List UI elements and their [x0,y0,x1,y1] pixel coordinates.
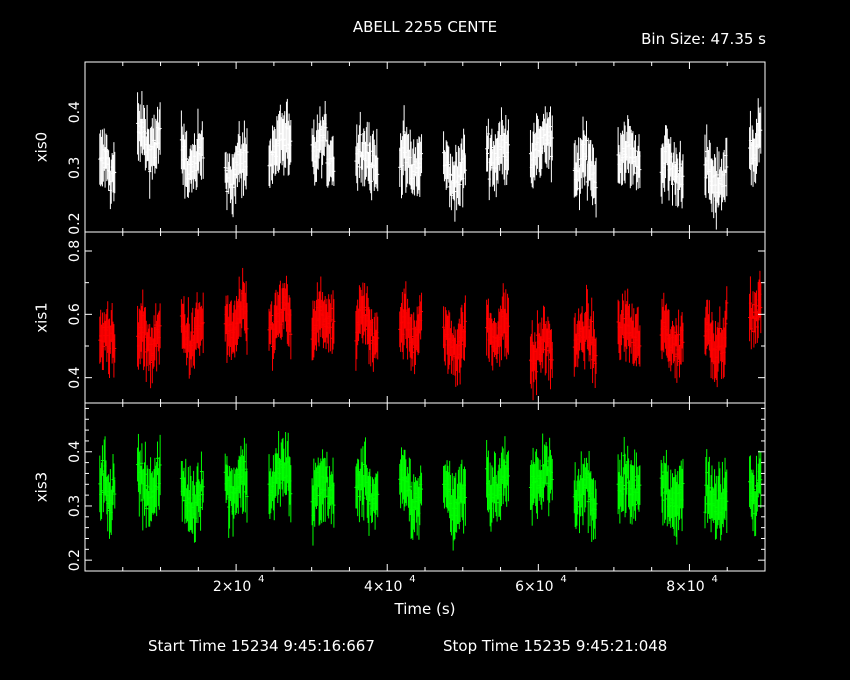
y-tick-label: 0.2 [67,549,83,571]
panel-label-xis3: xis3 [33,472,51,502]
x-tick-exponent: 4 [409,574,415,585]
y-tick-label: 0.4 [67,441,83,463]
x-tick-label: 4×10 [364,579,402,595]
series-xis1 [98,267,763,401]
y-tick-label: 0.3 [67,495,83,517]
chart-title: ABELL 2255 CENTE [352,18,498,36]
x-tick-label: 2×10 [213,579,251,595]
x-tick-label: 6×10 [515,579,553,595]
x-axis-label: Time (s) [394,600,456,618]
panel-label-xis0: xis0 [33,132,51,162]
series-xis3 [98,431,763,551]
bin-size-label: Bin Size: 47.35 s [641,30,766,48]
panel-label-xis1: xis1 [33,302,51,332]
y-tick-label: 0.8 [67,240,83,262]
y-tick-label: 0.6 [67,303,83,325]
y-tick-label: 0.3 [67,157,83,179]
start-time-label: Start Time 15234 9:45:16:667 [148,637,375,655]
x-tick-exponent: 4 [258,574,264,585]
y-tick-label: 0.4 [67,366,83,388]
x-tick-label: 8×10 [666,579,704,595]
stop-time-label: Stop Time 15235 9:45:21:048 [443,637,668,655]
x-tick-exponent: 4 [560,574,566,585]
y-tick-label: 0.4 [67,101,83,123]
series-xis0 [98,91,763,230]
x-tick-exponent: 4 [711,574,717,585]
y-tick-label: 0.2 [67,213,83,235]
